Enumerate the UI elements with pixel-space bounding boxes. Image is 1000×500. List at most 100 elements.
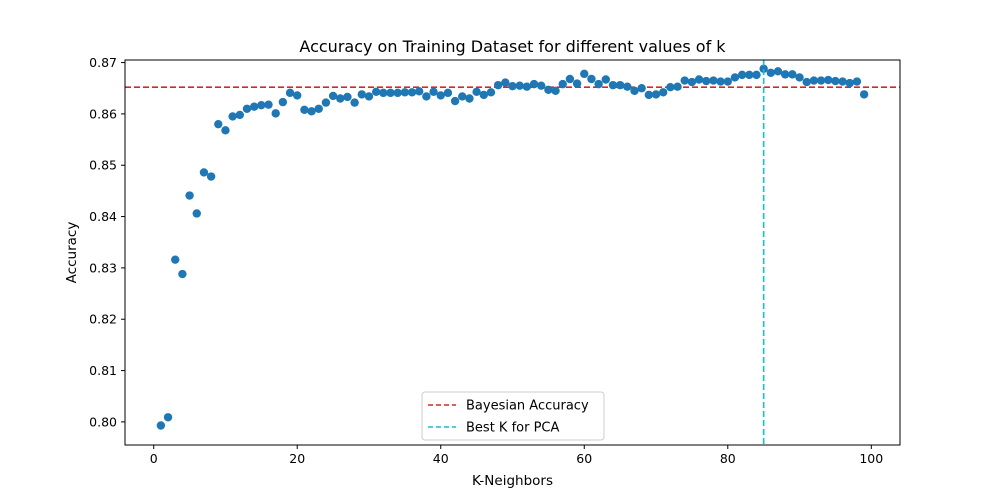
- data-point: [321, 98, 331, 107]
- data-point: [838, 77, 847, 86]
- y-tick-label: 0.80: [89, 414, 117, 429]
- x-axis-label: K-Neighbors: [472, 473, 553, 489]
- data-point: [479, 90, 488, 100]
- data-point: [400, 88, 410, 97]
- data-point: [221, 126, 230, 135]
- data-point: [371, 87, 381, 97]
- data-point: [178, 269, 187, 279]
- data-point: [199, 168, 209, 177]
- data-point: [773, 67, 783, 76]
- y-tick-label: 0.85: [89, 158, 117, 173]
- data-point: [522, 82, 532, 91]
- data-point: [730, 73, 740, 82]
- y-tick-label: 0.84: [89, 209, 117, 224]
- data-point: [680, 76, 689, 85]
- data-point: [709, 76, 718, 85]
- data-point: [737, 70, 747, 80]
- data-point: [608, 80, 618, 90]
- data-point: [235, 110, 245, 120]
- data-point: [465, 94, 474, 103]
- data-point: [752, 70, 761, 80]
- data-point: [816, 76, 826, 85]
- data-point: [386, 88, 395, 98]
- x-tick-label: 0: [150, 451, 158, 466]
- data-point: [364, 92, 374, 101]
- data-point: [745, 70, 754, 80]
- y-tick-label: 0.87: [89, 55, 117, 70]
- data-point: [673, 82, 682, 91]
- data-point: [443, 88, 453, 98]
- data-point: [644, 90, 654, 100]
- x-tick-label: 20: [289, 451, 305, 466]
- data-point: [206, 172, 216, 181]
- data-point: [666, 83, 675, 92]
- data-point: [859, 90, 869, 99]
- data-point: [307, 107, 316, 116]
- data-point: [407, 88, 417, 97]
- data-point: [565, 74, 575, 84]
- data-point: [163, 413, 173, 422]
- data-point: [572, 79, 582, 88]
- data-point: [422, 92, 431, 101]
- data-point: [185, 191, 194, 200]
- axes: 0 20 40 60 80 100 0.80 0.81 0.82 0.83 0.84 0.85 0.86…: [89, 55, 901, 466]
- data-point: [687, 77, 697, 87]
- data-point: [529, 79, 539, 89]
- data-point: [257, 100, 266, 110]
- data-point: [594, 79, 603, 89]
- data-point: [824, 75, 833, 85]
- data-point: [285, 88, 295, 98]
- data-point: [379, 88, 388, 98]
- y-tick-label: 0.83: [89, 260, 117, 275]
- data-point: [328, 91, 338, 101]
- data-point: [314, 104, 323, 113]
- data-point: [845, 78, 854, 88]
- data-point: [694, 75, 704, 84]
- data-point: [766, 68, 776, 78]
- data-point: [228, 112, 237, 121]
- data-point: [637, 84, 646, 93]
- plot-content: [125, 60, 900, 445]
- data-point: [501, 78, 510, 87]
- data-point: [809, 76, 819, 85]
- data-point: [537, 81, 546, 90]
- data-point: [171, 255, 180, 264]
- data-point: [214, 119, 223, 129]
- legend-box: [421, 391, 605, 441]
- data-point: [278, 97, 288, 107]
- data-point: [852, 77, 862, 86]
- data-point: [780, 70, 790, 79]
- data-point: [450, 96, 460, 106]
- y-tick-label: 0.81: [89, 363, 117, 378]
- data-point: [336, 94, 345, 103]
- legend-label-bayesian-accuracy: Bayesian Accuracy: [466, 399, 589, 414]
- data-point: [587, 74, 596, 84]
- data-point: [472, 87, 481, 97]
- plot-area: [125, 60, 900, 445]
- x-tick-label: 60: [576, 451, 592, 466]
- data-point: [192, 209, 201, 218]
- data-point: [350, 98, 359, 107]
- chart-title: Accuracy on Training Dataset for differe…: [299, 37, 726, 56]
- data-point: [343, 92, 352, 102]
- data-point: [300, 105, 309, 114]
- data-point: [759, 64, 768, 73]
- data-point: [436, 91, 445, 100]
- data-point: [249, 102, 259, 111]
- data-point: [630, 86, 639, 96]
- data-point: [802, 77, 811, 87]
- data-point: [493, 80, 503, 90]
- data-point: [458, 92, 467, 101]
- data-point: [415, 87, 424, 96]
- data-point: [623, 82, 632, 91]
- x-tick-label: 40: [433, 451, 449, 466]
- data-point: [723, 77, 732, 86]
- data-point: [515, 81, 524, 90]
- data-point: [393, 88, 402, 98]
- data-point: [558, 79, 567, 89]
- data-point: [486, 88, 496, 97]
- data-point: [544, 85, 553, 94]
- data-point: [264, 100, 273, 109]
- data-point: [429, 87, 438, 97]
